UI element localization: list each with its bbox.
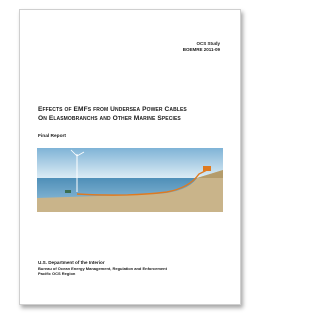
report-number: BOEMRE 2011-09: [183, 47, 220, 52]
title-line: Effects of EMFs from Undersea Power Cabl…: [38, 106, 187, 113]
title-line: On Elasmobranchs and Other Marine Specie…: [38, 115, 181, 122]
subtitle: Final Report: [38, 134, 66, 139]
region: Pacific OCS Region: [38, 271, 75, 276]
series-label: OCS Study: [196, 41, 220, 46]
department: U.S. Department of the Interior: [38, 260, 105, 265]
cover-illustration: [37, 148, 223, 212]
screen: OCS Study BOEMRE 2011-09 Effects of EMFs…: [0, 0, 257, 318]
document-cover: OCS Study BOEMRE 2011-09 Effects of EMFs…: [19, 9, 241, 305]
